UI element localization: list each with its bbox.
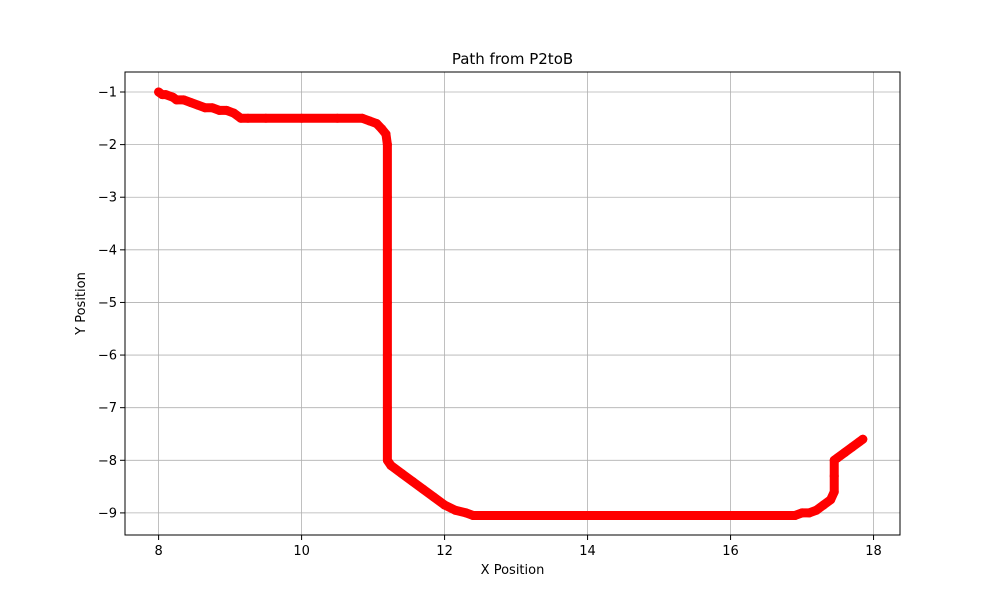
y-tick-label: −5: [98, 296, 117, 311]
path-point: [429, 492, 439, 502]
path-point: [418, 484, 428, 494]
path-point: [826, 495, 836, 505]
path-point: [840, 447, 850, 457]
x-tick-label: 14: [579, 544, 596, 559]
path-point: [797, 508, 807, 518]
path-point: [811, 505, 821, 515]
x-tick-label: 10: [293, 544, 310, 559]
y-tick-label: −8: [98, 454, 117, 469]
grid: [125, 72, 900, 535]
path-point: [171, 95, 181, 105]
y-tick-label: −2: [98, 138, 117, 153]
path-point: [407, 476, 417, 486]
path-point: [382, 192, 392, 202]
path-point: [214, 105, 224, 115]
plot-frame: [124, 71, 901, 536]
path-point: [382, 297, 392, 307]
path-point: [297, 113, 307, 123]
x-tick-label: 18: [865, 544, 882, 559]
path-point: [726, 511, 736, 521]
path-point: [243, 113, 253, 123]
path-point: [386, 461, 396, 471]
y-tick-label: −3: [98, 191, 117, 206]
path-point: [468, 511, 478, 521]
ticks: 8 10 12 14 16 18 −1 −2 −3 −4 −5 −6 −7 −8 −9: [98, 85, 882, 559]
path-point: [440, 500, 450, 510]
path-point: [382, 403, 392, 413]
path-point: [332, 113, 342, 123]
path-point: [829, 487, 839, 497]
path-point: [654, 511, 664, 521]
path-point: [382, 350, 392, 360]
path-point: [222, 105, 232, 115]
path-point: [461, 508, 471, 518]
path-point: [819, 500, 828, 510]
path-point: [450, 505, 460, 515]
y-tick-label: −1: [98, 85, 117, 100]
path-point: [804, 508, 814, 518]
path-point: [397, 468, 407, 478]
path-point: [833, 453, 843, 463]
path-point: [193, 100, 203, 110]
path-point: [200, 103, 210, 113]
path-point: [382, 140, 392, 150]
path-point: [382, 245, 392, 255]
path-point: [847, 442, 857, 452]
y-tick-label: −9: [98, 506, 117, 521]
path-point: [858, 434, 868, 444]
path-point: [161, 90, 171, 100]
path-point: [829, 471, 839, 481]
path-point: [357, 113, 367, 123]
path-point: [229, 108, 239, 118]
chart-title: Path from P2toB: [452, 50, 573, 68]
path-point: [261, 113, 271, 123]
data-layer: [154, 87, 868, 521]
y-tick-label: −4: [98, 243, 117, 258]
path-point: [365, 116, 375, 126]
path-point: [179, 95, 189, 105]
y-axis-label: Y Position: [74, 272, 89, 336]
x-axis-label: X Position: [481, 563, 545, 578]
path-point: [207, 103, 217, 113]
path-point: [186, 98, 196, 108]
path-point: [790, 511, 800, 521]
path-point: [583, 511, 593, 521]
x-tick-label: 16: [722, 544, 739, 559]
x-tick-label: 12: [436, 544, 453, 559]
path-point: [381, 129, 391, 139]
path-point: [511, 511, 521, 521]
y-tick-label: −7: [98, 401, 117, 416]
y-tick-label: −6: [98, 349, 117, 364]
path-point: [236, 113, 246, 123]
x-tick-label: 8: [154, 544, 162, 559]
